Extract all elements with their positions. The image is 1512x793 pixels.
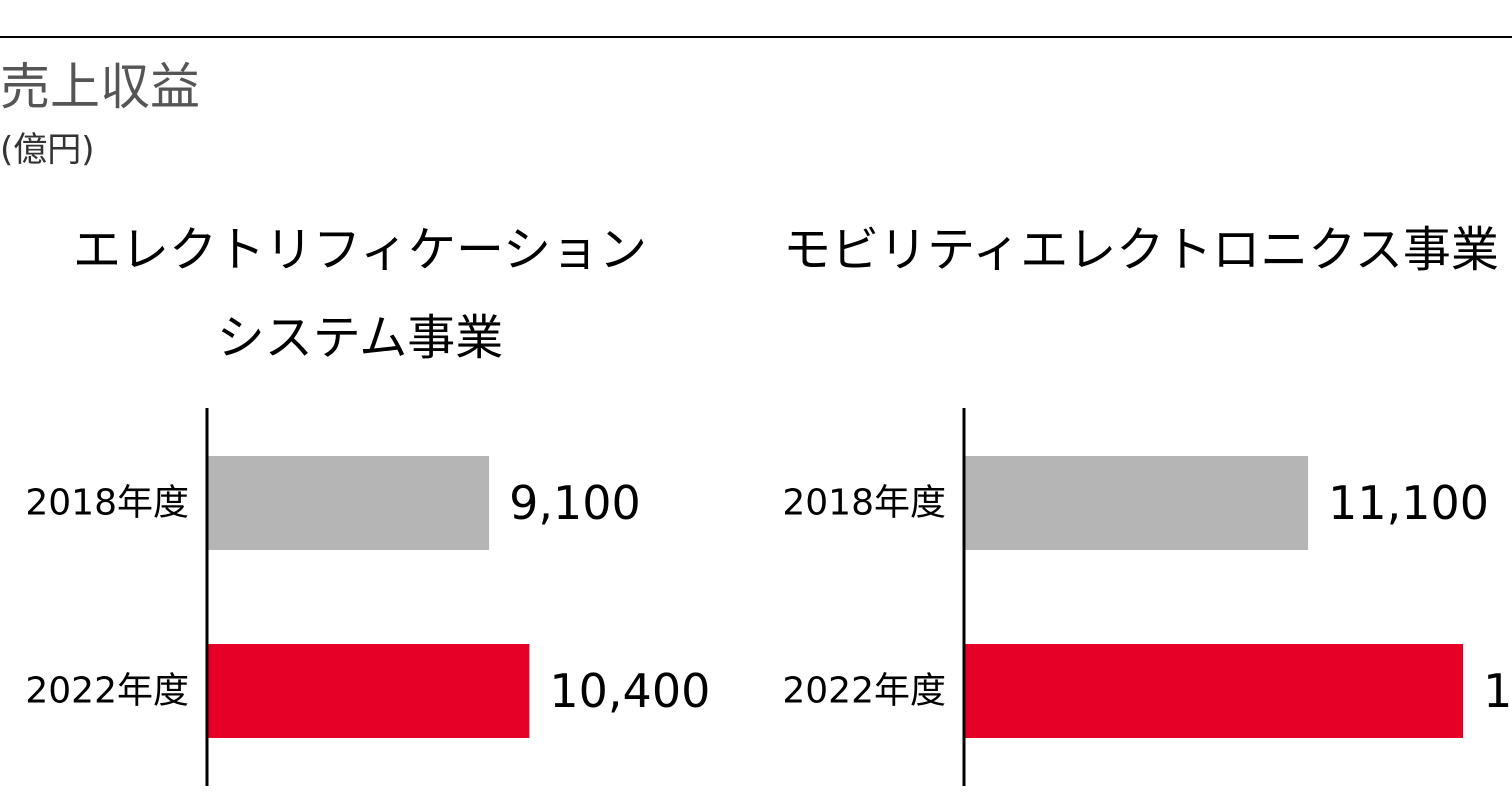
value-label: 11,100 bbox=[1328, 476, 1489, 530]
chart-title-line: システム事業 bbox=[216, 310, 504, 366]
bar-2022 bbox=[207, 644, 530, 738]
chart-title-mobility: モビリティエレクトロニクス事業 bbox=[770, 206, 1512, 294]
bar-2022 bbox=[964, 644, 1464, 738]
chart-title-electrification: エレクトリフィケーション システム事業 bbox=[40, 206, 680, 382]
unit-label: (億円) bbox=[0, 130, 95, 170]
page-title: 売上収益 bbox=[0, 58, 200, 116]
category-label: 2018年度 bbox=[782, 483, 946, 524]
category-label: 2022年度 bbox=[782, 671, 946, 712]
chart-title-line: エレクトリフィケーション bbox=[72, 222, 648, 278]
bar-2018 bbox=[207, 456, 490, 550]
value-label: 16,100 bbox=[1483, 664, 1512, 718]
top-divider bbox=[0, 36, 1512, 38]
category-label: 2022年度 bbox=[25, 671, 189, 712]
bar-2018 bbox=[964, 456, 1309, 550]
category-label: 2018年度 bbox=[25, 483, 189, 524]
value-label: 10,400 bbox=[549, 664, 710, 718]
chart-title-line: モビリティエレクトロニクス事業 bbox=[783, 222, 1499, 278]
value-label: 9,100 bbox=[509, 476, 641, 530]
